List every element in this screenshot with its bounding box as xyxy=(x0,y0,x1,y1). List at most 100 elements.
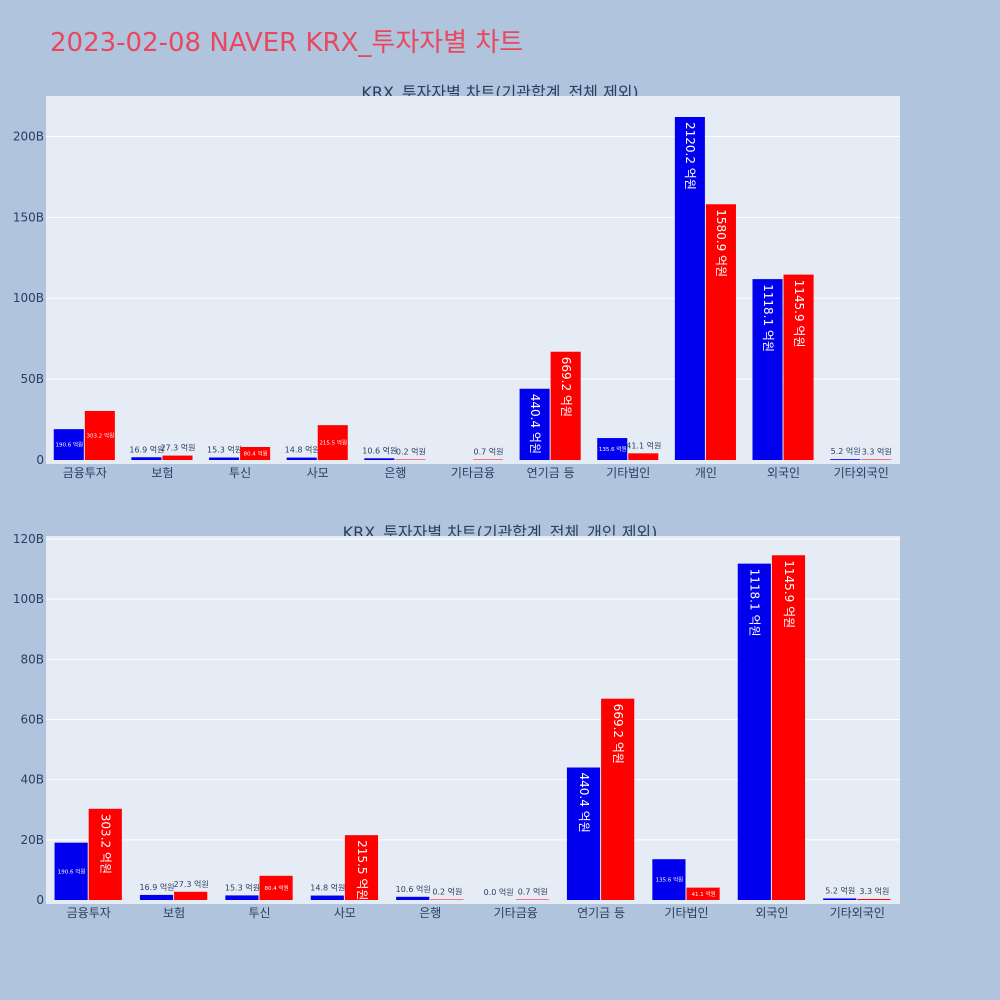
x-tick-label: 금융투자 xyxy=(67,906,111,920)
data-label: 41.1 억원 xyxy=(692,890,716,898)
bar xyxy=(240,446,271,460)
bar xyxy=(628,453,659,460)
x-tick-label: 기타법인 xyxy=(664,906,708,920)
bar xyxy=(53,429,84,460)
bar xyxy=(823,898,857,900)
bar xyxy=(162,455,193,460)
x-tick-label: 기타외국인 xyxy=(830,906,885,920)
data-label: 669.2 억원 xyxy=(611,704,625,764)
x-tick-label: 연기금 등 xyxy=(577,906,625,920)
y-tick-label: 80B xyxy=(20,652,44,666)
data-label: 16.9 억원 xyxy=(129,444,164,454)
data-label: 215.5 억원 xyxy=(355,840,369,900)
bar xyxy=(174,891,208,900)
y-tick-label: 20B xyxy=(20,833,44,847)
y-tick-label: 200B xyxy=(13,129,44,143)
x-tick-label: 투신 xyxy=(229,466,251,480)
data-label: 2120.2 억원 xyxy=(683,122,697,190)
bar xyxy=(515,899,549,900)
data-label: 3.3 억원 xyxy=(862,446,892,456)
y-tick-label: 120B xyxy=(13,532,44,546)
y-tick-label: 100B xyxy=(13,291,44,305)
bar xyxy=(861,459,892,460)
bar xyxy=(395,459,426,460)
data-label: 1145.9 억원 xyxy=(792,280,806,348)
data-label: 0.7 억원 xyxy=(474,447,504,457)
bar xyxy=(566,767,601,900)
bar xyxy=(674,116,705,461)
x-tick-label: 은행 xyxy=(384,465,406,480)
data-label: 440.4 억원 xyxy=(577,773,591,833)
x-tick-label: 외국인 xyxy=(767,466,800,480)
data-label: 135.6 억원 xyxy=(656,876,684,884)
bar xyxy=(317,425,348,460)
data-label: 27.3 억원 xyxy=(174,879,209,889)
data-label: 0.2 억원 xyxy=(432,887,462,897)
bar xyxy=(473,459,504,460)
data-label: 0.0 억원 xyxy=(484,887,514,897)
data-label: 669.2 억원 xyxy=(559,357,573,417)
y-tick-label: 100B xyxy=(13,592,44,606)
data-label: 135.6 억원 xyxy=(599,445,627,453)
y-tick-label: 0 xyxy=(36,893,44,907)
bar xyxy=(771,555,806,900)
x-tick-label: 금융투자 xyxy=(63,466,107,480)
data-label: 215.5 억원 xyxy=(319,439,347,447)
bar xyxy=(783,274,814,460)
bar xyxy=(344,835,379,900)
data-label: 1580.9 억원 xyxy=(714,209,728,277)
x-tick-label: 보험 xyxy=(151,466,173,480)
data-label: 0.7 억원 xyxy=(518,887,548,897)
bar xyxy=(686,887,720,900)
bar xyxy=(857,899,891,900)
x-tick-label: 투신 xyxy=(248,906,270,920)
data-label: 303.2 억원 xyxy=(87,431,115,439)
bar xyxy=(209,457,240,460)
data-label: 190.6 억원 xyxy=(58,867,86,875)
data-label: 3.3 억원 xyxy=(859,886,889,896)
data-label: 303.2 억원 xyxy=(99,814,113,874)
bar xyxy=(550,351,581,460)
data-label: 16.9 억원 xyxy=(139,882,174,892)
data-label: 14.8 억원 xyxy=(285,445,320,455)
bar xyxy=(88,808,122,900)
bar xyxy=(830,459,861,460)
y-tick-label: 60B xyxy=(20,713,44,727)
bar xyxy=(519,388,550,460)
data-label: 1145.9 억원 xyxy=(782,560,796,628)
data-label: 190.6 억원 xyxy=(55,441,83,449)
bar xyxy=(259,875,293,900)
data-label: 80.4 억원 xyxy=(265,884,289,892)
data-label: 10.6 억원 xyxy=(362,445,397,455)
bar xyxy=(84,410,115,460)
data-label: 5.2 억원 xyxy=(825,885,855,895)
y-tick-label: 150B xyxy=(13,210,44,224)
data-label: 15.3 억원 xyxy=(225,882,260,892)
y-tick-label: 50B xyxy=(20,372,44,386)
data-label: 440.4 억원 xyxy=(528,394,542,454)
chart-2: 0 20B 40B 60B 80B 100B 120B 금융투자 190.6 억원 303.2 억… xyxy=(13,532,900,920)
bar xyxy=(286,457,317,460)
x-tick-label: 은행 xyxy=(419,905,441,920)
x-tick-label: 기타금융 xyxy=(451,466,495,480)
data-label: 41.1 억원 xyxy=(626,440,661,450)
data-label: 14.8 억원 xyxy=(310,883,345,893)
bar xyxy=(430,899,464,900)
x-tick-label: 기타외국인 xyxy=(834,466,889,480)
data-label: 15.3 억원 xyxy=(207,445,242,455)
bar xyxy=(737,563,771,900)
bar xyxy=(310,895,344,900)
bar xyxy=(225,895,259,900)
bar xyxy=(364,458,395,460)
bar xyxy=(752,279,783,460)
bar xyxy=(705,204,736,460)
x-tick-label: 기타금융 xyxy=(494,906,538,920)
page-title: 2023-02-08 NAVER KRX_투자자별 차트 xyxy=(50,28,524,58)
data-label: 80.4 억원 xyxy=(244,449,268,457)
bar xyxy=(131,457,162,460)
bar xyxy=(139,894,174,900)
x-tick-label: 연기금 등 xyxy=(527,466,575,480)
bar xyxy=(396,896,430,900)
